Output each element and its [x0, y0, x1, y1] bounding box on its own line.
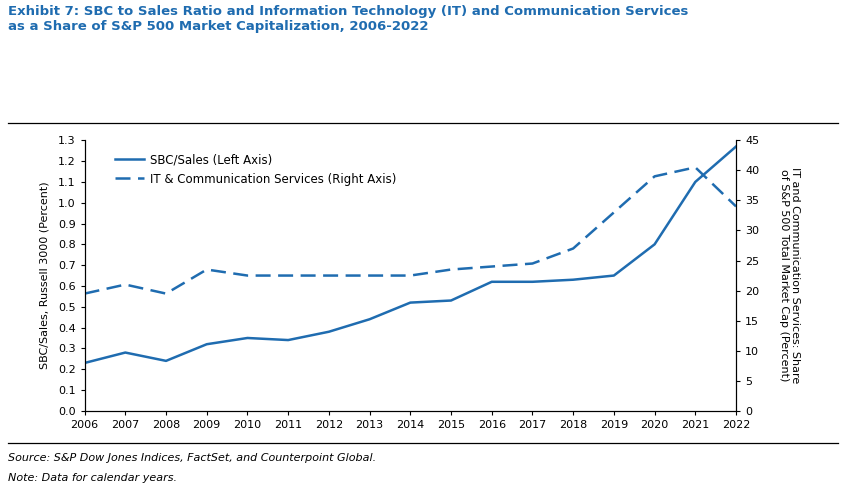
Text: Source: S&P Dow Jones Indices, FactSet, and Counterpoint Global.: Source: S&P Dow Jones Indices, FactSet, … [8, 453, 376, 463]
SBC/Sales (Left Axis) [324, 329, 334, 335]
SBC/Sales (Left Axis) [527, 279, 537, 285]
Line: IT & Communication Services (Right Axis): IT & Communication Services (Right Axis) [85, 167, 736, 294]
Y-axis label: SBC/Sales, Russell 3000 (Percent): SBC/Sales, Russell 3000 (Percent) [40, 182, 49, 369]
Text: Exhibit 7: SBC to Sales Ratio and Information Technology (IT) and Communication : Exhibit 7: SBC to Sales Ratio and Inform… [8, 5, 689, 33]
Legend: SBC/Sales (Left Axis), IT & Communication Services (Right Axis): SBC/Sales (Left Axis), IT & Communicatio… [110, 149, 401, 190]
SBC/Sales (Left Axis) [609, 273, 619, 279]
Y-axis label: IT and Communication Services: Share
of S&P 500 Total Market Cap (Percent): IT and Communication Services: Share of … [778, 167, 800, 384]
SBC/Sales (Left Axis) [650, 241, 660, 247]
Text: Note: Data for calendar years.: Note: Data for calendar years. [8, 473, 178, 483]
IT & Communication Services (Right Axis) [283, 273, 294, 279]
SBC/Sales (Left Axis) [690, 179, 700, 185]
SBC/Sales (Left Axis) [283, 337, 294, 343]
IT & Communication Services (Right Axis) [568, 245, 578, 252]
SBC/Sales (Left Axis) [120, 350, 130, 356]
IT & Communication Services (Right Axis) [405, 273, 415, 279]
IT & Communication Services (Right Axis) [161, 291, 171, 297]
SBC/Sales (Left Axis) [161, 358, 171, 364]
SBC/Sales (Left Axis) [80, 360, 90, 366]
SBC/Sales (Left Axis) [446, 298, 456, 304]
SBC/Sales (Left Axis) [486, 279, 497, 285]
SBC/Sales (Left Axis) [731, 143, 741, 149]
IT & Communication Services (Right Axis) [486, 264, 497, 270]
SBC/Sales (Left Axis) [405, 300, 415, 306]
IT & Communication Services (Right Axis) [80, 291, 90, 297]
SBC/Sales (Left Axis) [243, 335, 253, 341]
IT & Communication Services (Right Axis) [609, 209, 619, 215]
IT & Communication Services (Right Axis) [731, 203, 741, 209]
IT & Communication Services (Right Axis) [690, 164, 700, 170]
IT & Communication Services (Right Axis) [365, 273, 375, 279]
IT & Communication Services (Right Axis) [324, 273, 334, 279]
SBC/Sales (Left Axis) [568, 277, 578, 283]
IT & Communication Services (Right Axis) [201, 267, 212, 273]
SBC/Sales (Left Axis) [201, 341, 212, 347]
IT & Communication Services (Right Axis) [527, 261, 537, 267]
IT & Communication Services (Right Axis) [650, 173, 660, 179]
SBC/Sales (Left Axis) [365, 316, 375, 322]
IT & Communication Services (Right Axis) [446, 267, 456, 273]
IT & Communication Services (Right Axis) [120, 282, 130, 288]
IT & Communication Services (Right Axis) [243, 273, 253, 279]
Line: SBC/Sales (Left Axis): SBC/Sales (Left Axis) [85, 146, 736, 363]
